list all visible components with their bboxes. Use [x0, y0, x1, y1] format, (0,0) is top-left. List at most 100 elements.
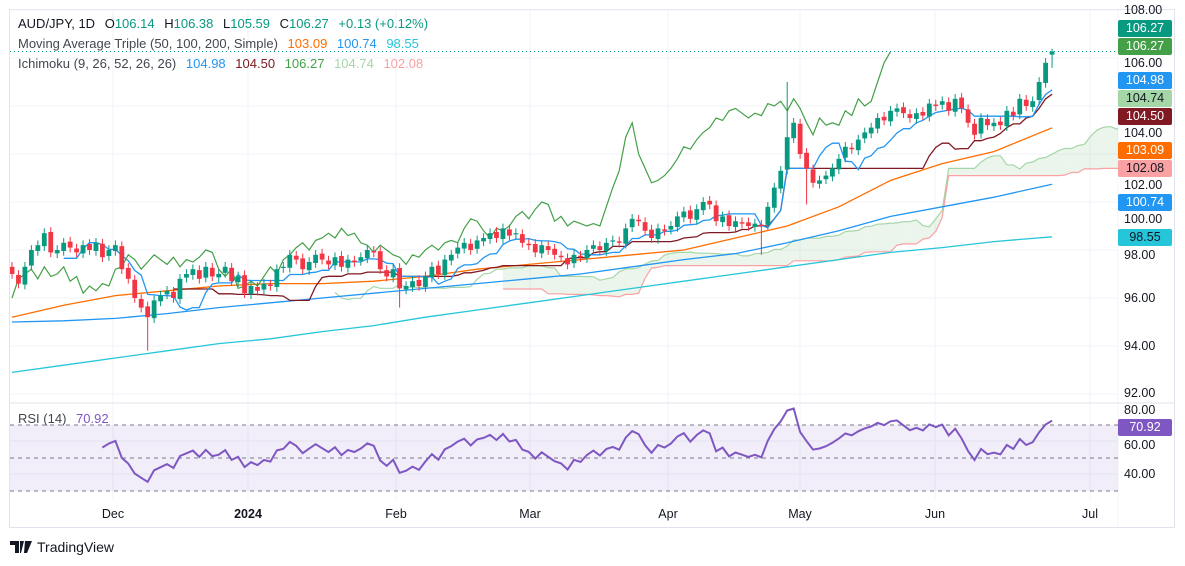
ichimoku-cloud — [974, 162, 981, 176]
chikou-badge: 106.27 — [1118, 38, 1172, 55]
candle — [603, 238, 609, 256]
candle — [1023, 94, 1029, 111]
candle-body — [662, 229, 667, 231]
candle-body — [972, 123, 977, 135]
candle-body — [778, 170, 784, 189]
candle — [222, 262, 228, 278]
ma200-line — [11, 236, 1053, 374]
ichimoku-legend[interactable]: Ichimoku (9, 26, 52, 26, 26) 104.98 104.… — [18, 56, 429, 71]
candle-body — [513, 233, 519, 235]
tradingview-logo[interactable]: TradingView — [10, 539, 114, 555]
candle-body — [901, 107, 906, 114]
price-tick: 98.00 — [1124, 248, 1156, 262]
ichimoku-cloud — [658, 255, 665, 268]
candle — [397, 263, 402, 308]
candle-body — [28, 250, 34, 266]
candle-body — [313, 254, 319, 263]
candle-body — [649, 229, 654, 238]
candle-body — [571, 254, 577, 264]
candle-body — [377, 251, 383, 270]
ichimoku-cloud — [774, 249, 781, 266]
ichimoku-cloud — [780, 246, 788, 266]
candle — [345, 254, 351, 273]
candle-body — [93, 242, 99, 251]
candle — [616, 236, 622, 248]
candle — [629, 214, 635, 232]
ichimoku-cloud — [800, 238, 807, 261]
candle — [261, 278, 267, 295]
ichimoku-cloud — [561, 276, 568, 295]
candle-body — [965, 109, 971, 123]
candle-body — [448, 254, 454, 261]
ichimoku-cloud — [1000, 155, 1007, 176]
candle-body — [849, 147, 855, 150]
ichimoku-cloud — [522, 265, 529, 289]
candle-body — [494, 232, 499, 238]
ichimoku-cloud — [1045, 154, 1053, 176]
ichimoku-cloud — [1052, 150, 1059, 176]
ma100-line — [11, 183, 1053, 323]
candle-body — [222, 266, 228, 273]
ichimoku-cloud — [955, 168, 962, 176]
ohlc-low: L105.59 — [223, 16, 270, 31]
ichimoku-cloud — [1058, 148, 1065, 176]
candle — [545, 241, 551, 255]
price-tick: 100.00 — [1124, 212, 1163, 226]
candle-body — [106, 250, 112, 256]
span-b-value: 102.08 — [383, 56, 424, 71]
candle — [242, 270, 247, 298]
ohlc-close: C106.27 — [280, 16, 329, 31]
ma-legend[interactable]: Moving Average Triple (50, 100, 200, Sim… — [18, 36, 425, 51]
ichimoku-cloud — [1019, 163, 1027, 176]
ichimoku-cloud — [832, 235, 839, 261]
rsi-line — [101, 407, 1053, 484]
candle — [229, 262, 235, 286]
candle — [1030, 96, 1036, 112]
candle — [700, 197, 706, 215]
ichimoku-cloud — [845, 231, 852, 258]
candle — [713, 200, 719, 226]
price-tick: 96.00 — [1124, 291, 1156, 305]
candle — [255, 282, 260, 296]
ichimoku-cloud — [806, 238, 814, 261]
rsi-title: RSI (14) — [18, 411, 67, 426]
ichimoku-cloud — [961, 168, 969, 176]
candle — [597, 241, 603, 255]
candle-body — [261, 283, 267, 290]
rsi-legend[interactable]: RSI (14) 70.92 — [18, 411, 115, 426]
candle — [965, 104, 971, 128]
ichimoku-cloud — [761, 252, 768, 266]
candle-body — [804, 152, 809, 169]
candle-body — [235, 276, 241, 283]
candle-body — [54, 250, 60, 254]
candle-body — [268, 284, 273, 286]
span-b-badge: 102.08 — [1118, 160, 1172, 177]
candle-body — [487, 233, 493, 239]
senkou-span-b-line — [503, 167, 1118, 298]
candle-body — [597, 246, 603, 250]
candle-body — [616, 241, 622, 243]
candle-body — [584, 250, 590, 259]
candle-body — [991, 122, 997, 127]
time-label: 2024 — [234, 507, 262, 521]
candle — [720, 211, 725, 227]
candle-body — [87, 244, 92, 250]
candle-body — [500, 228, 506, 239]
candle — [507, 224, 512, 241]
candle — [842, 142, 848, 163]
candle — [481, 233, 486, 247]
candle-body — [216, 274, 222, 278]
candle — [810, 164, 816, 188]
candle — [1036, 77, 1042, 105]
ichimoku-cloud — [825, 236, 833, 261]
symbol-name[interactable]: AUD/JPY, 1D — [18, 16, 96, 31]
candle — [978, 113, 984, 139]
candle — [1043, 58, 1048, 88]
candle — [733, 216, 738, 232]
ma50-badge: 103.09 — [1118, 142, 1172, 159]
candle-body — [1049, 51, 1055, 55]
ma-title: Moving Average Triple (50, 100, 200, Sim… — [18, 36, 278, 51]
candle — [80, 240, 86, 259]
candle-body — [1004, 110, 1010, 127]
